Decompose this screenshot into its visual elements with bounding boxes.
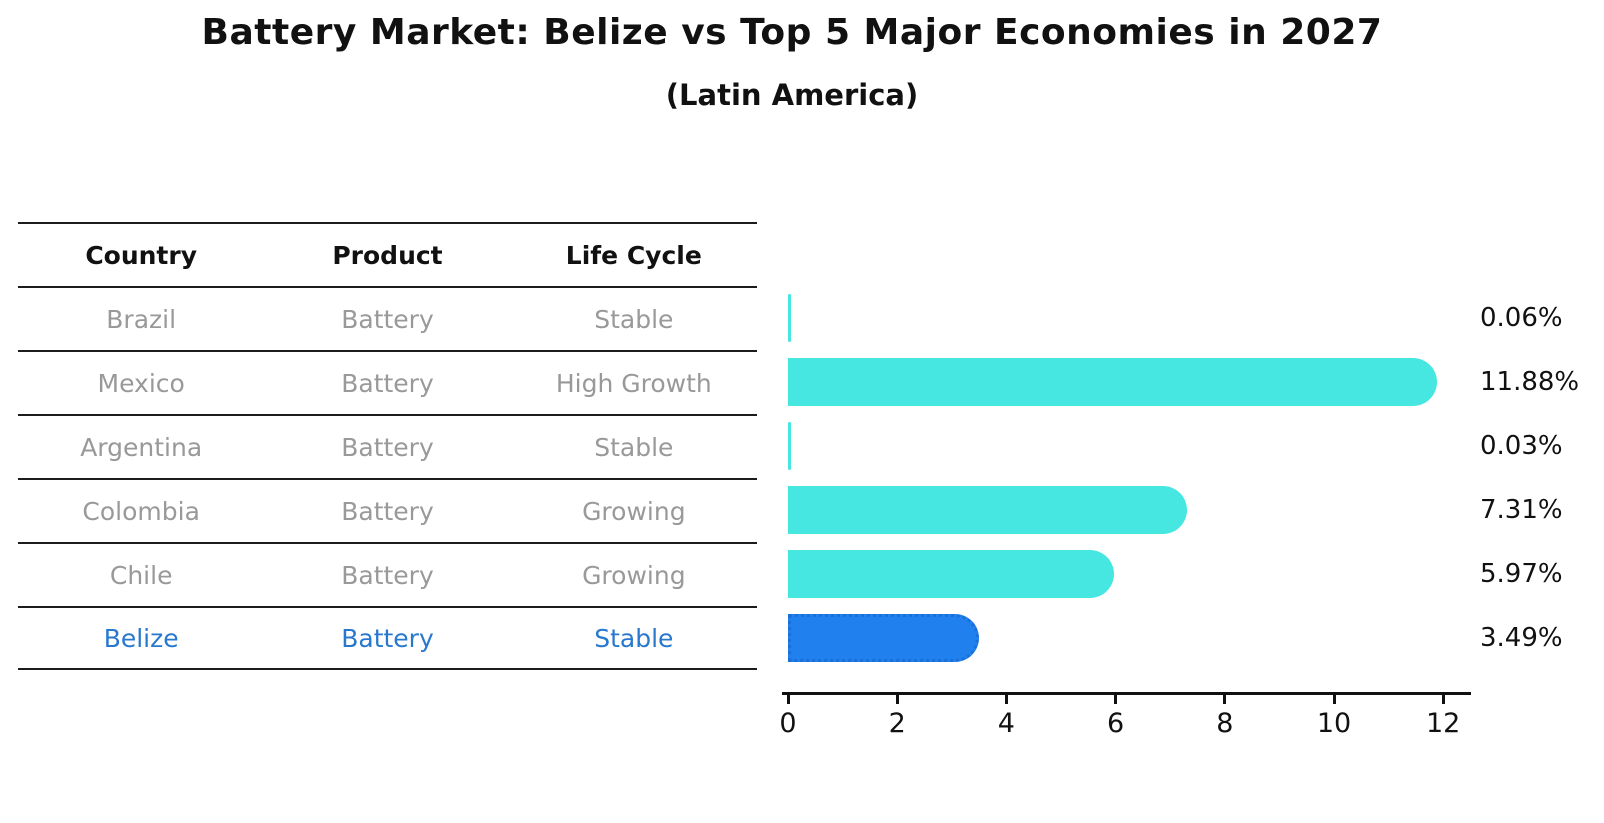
cell-life-cycle: Stable	[594, 304, 674, 334]
x-tick-10	[1332, 695, 1336, 704]
chart-subtitle: (Latin America)	[665, 78, 919, 112]
cell-product: Battery	[341, 304, 434, 334]
bar-area	[788, 222, 1488, 670]
cell-life-cycle: Growing	[582, 496, 686, 526]
x-tick-6	[1114, 695, 1118, 704]
table-row-brazil: Brazil Battery Stable	[18, 286, 757, 350]
bar-mexico	[788, 358, 1437, 406]
x-tick-2	[895, 695, 899, 704]
x-tick-label-6: 6	[1107, 708, 1125, 739]
cell-life-cycle: High Growth	[555, 368, 712, 398]
x-tick-12	[1441, 695, 1445, 704]
table-row-mexico: Mexico Battery High Growth	[18, 350, 757, 414]
cell-country: Argentina	[80, 432, 203, 462]
value-label-colombia: 7.31%	[1480, 495, 1563, 525]
x-axis: 0 2 4 6 8 10 12	[779, 692, 1471, 743]
table-header-row: Country Product Life Cycle	[18, 222, 757, 286]
x-tick-label-8: 8	[1216, 708, 1234, 739]
cell-country: Chile	[109, 560, 173, 590]
cell-product: Battery	[341, 496, 434, 526]
x-tick-4	[1004, 695, 1008, 704]
bar-argentina	[788, 422, 791, 470]
cell-country: Belize	[103, 623, 179, 653]
x-tick-label-0: 0	[779, 708, 797, 739]
table-row-argentina: Argentina Battery Stable	[18, 414, 757, 478]
cell-life-cycle: Growing	[582, 560, 686, 590]
table-row-colombia: Colombia Battery Growing	[18, 478, 757, 542]
cell-country: Mexico	[97, 368, 185, 398]
value-label-chile: 5.97%	[1480, 559, 1563, 589]
bar-colombia	[788, 486, 1188, 534]
x-tick-label-2: 2	[888, 708, 906, 739]
table-row-chile: Chile Battery Growing	[18, 542, 757, 606]
x-tick-label-4: 4	[997, 708, 1015, 739]
cell-life-cycle: Stable	[594, 623, 674, 653]
table-row-belize: Belize Battery Stable	[18, 606, 757, 670]
header-cell-product: Product	[332, 240, 443, 270]
comparison-table: Country Product Life Cycle Brazil Battery Sta…	[18, 222, 757, 670]
value-label-belize: 3.49%	[1480, 623, 1563, 653]
x-tick-0	[786, 695, 790, 704]
cell-product: Battery	[341, 560, 434, 590]
x-tick-label-10: 10	[1316, 708, 1352, 739]
value-label-argentina: 0.03%	[1480, 431, 1563, 461]
cell-product: Battery	[341, 368, 434, 398]
bar-chile	[788, 550, 1114, 598]
header-cell-country: Country	[85, 240, 198, 270]
bar-belize	[788, 614, 979, 662]
cell-country: Brazil	[106, 304, 177, 334]
cell-product: Battery	[341, 623, 434, 653]
cell-country: Colombia	[82, 496, 200, 526]
x-tick-8	[1223, 695, 1227, 704]
cell-product: Battery	[341, 432, 434, 462]
cell-life-cycle: Stable	[594, 432, 674, 462]
value-label-brazil: 0.06%	[1480, 303, 1563, 333]
x-tick-label-12: 12	[1426, 708, 1461, 739]
bar-brazil	[788, 294, 792, 342]
value-label-mexico: 11.88%	[1480, 367, 1580, 397]
header-cell-life-cycle: Life Cycle	[565, 240, 702, 270]
chart-title: Battery Market: Belize vs Top 5 Major Ec…	[201, 12, 1383, 53]
